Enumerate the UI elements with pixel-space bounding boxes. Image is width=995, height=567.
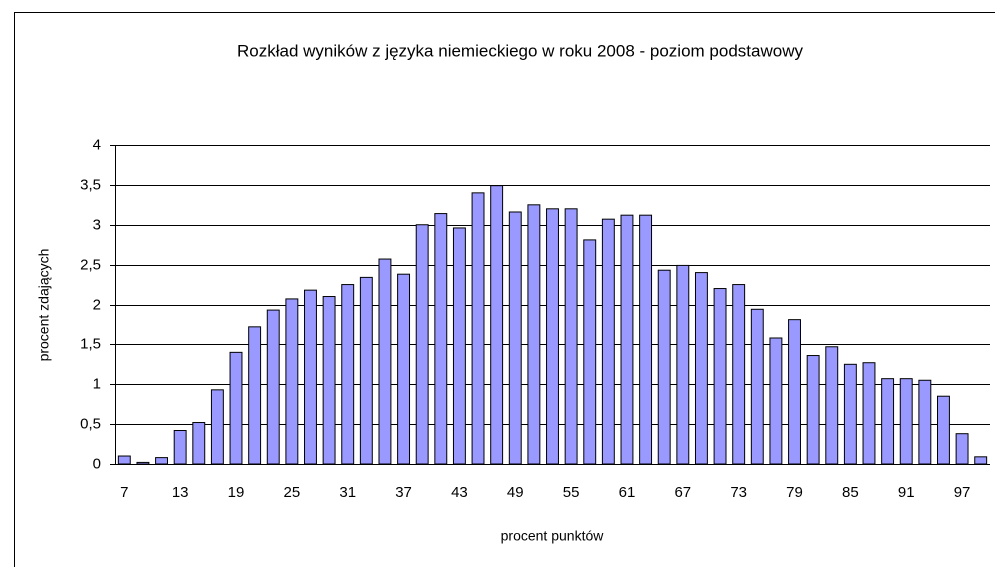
bar bbox=[806, 355, 820, 465]
bar bbox=[415, 224, 429, 465]
bar bbox=[881, 378, 895, 465]
bar bbox=[117, 455, 131, 465]
bar bbox=[397, 273, 411, 465]
bar bbox=[490, 185, 504, 465]
x-tick-label: 31 bbox=[339, 484, 356, 501]
bar bbox=[155, 457, 169, 465]
bar bbox=[974, 456, 988, 465]
bar bbox=[955, 433, 969, 465]
bar bbox=[173, 430, 187, 465]
x-tick-label: 61 bbox=[619, 484, 636, 501]
bar bbox=[862, 362, 876, 465]
y-tick-label: 1 bbox=[93, 375, 101, 392]
y-axis-label: procent zdających bbox=[36, 249, 52, 362]
bar bbox=[937, 395, 950, 465]
bar bbox=[210, 389, 224, 465]
x-tick-label: 19 bbox=[228, 484, 245, 501]
bar bbox=[843, 363, 857, 465]
bar bbox=[769, 337, 783, 465]
y-tick-label: 3,5 bbox=[80, 176, 101, 193]
x-tick-label: 13 bbox=[172, 484, 189, 501]
bar bbox=[564, 208, 578, 465]
x-tick-label: 25 bbox=[284, 484, 301, 501]
bar bbox=[583, 239, 597, 465]
x-tick-label: 55 bbox=[563, 484, 580, 501]
chart-frame bbox=[14, 12, 995, 567]
bar bbox=[136, 461, 150, 465]
x-axis-label: procent punktów bbox=[501, 528, 605, 544]
bar bbox=[341, 284, 355, 465]
bar bbox=[229, 351, 243, 465]
bar bbox=[434, 213, 448, 465]
bar bbox=[639, 214, 653, 465]
bar bbox=[266, 309, 280, 465]
bar bbox=[713, 288, 727, 465]
bar bbox=[732, 284, 746, 465]
x-tick-label: 37 bbox=[395, 484, 412, 501]
bar bbox=[620, 214, 634, 465]
y-tick-label: 2 bbox=[93, 296, 101, 313]
bar bbox=[192, 422, 206, 465]
bar bbox=[601, 218, 615, 465]
bar bbox=[788, 319, 801, 465]
chart-title: Rozkład wyników z języka niemieckiego w … bbox=[237, 41, 803, 60]
bar bbox=[359, 276, 373, 465]
bar bbox=[676, 264, 690, 465]
bar bbox=[304, 289, 317, 465]
bar bbox=[527, 204, 541, 465]
x-tick-label: 67 bbox=[674, 484, 691, 501]
bar bbox=[750, 308, 764, 465]
x-tick-label: 79 bbox=[786, 484, 803, 501]
bar bbox=[899, 378, 913, 465]
bar bbox=[546, 208, 559, 465]
bar bbox=[508, 211, 522, 465]
y-tick-label: 3 bbox=[93, 216, 101, 233]
y-tick-label: 0,5 bbox=[80, 415, 101, 432]
x-tick-label: 91 bbox=[898, 484, 915, 501]
x-tick-label: 49 bbox=[507, 484, 524, 501]
bar bbox=[471, 192, 485, 465]
y-tick-label: 4 bbox=[93, 136, 101, 153]
y-tick-label: 0 bbox=[93, 455, 101, 472]
x-tick-label: 97 bbox=[954, 484, 971, 501]
bar bbox=[694, 272, 708, 465]
bar bbox=[378, 258, 392, 465]
y-tick-label: 2,5 bbox=[80, 256, 101, 273]
x-tick-label: 73 bbox=[730, 484, 747, 501]
bar bbox=[657, 269, 671, 465]
y-tick-label: 1,5 bbox=[80, 335, 101, 352]
x-tick-label: 7 bbox=[120, 484, 128, 501]
bar bbox=[452, 227, 466, 465]
bar bbox=[825, 346, 839, 465]
x-tick-label: 43 bbox=[451, 484, 468, 501]
bar bbox=[248, 326, 262, 465]
x-tick-label: 85 bbox=[842, 484, 859, 501]
bar bbox=[285, 298, 299, 465]
bar bbox=[322, 296, 336, 465]
bar bbox=[918, 379, 932, 465]
